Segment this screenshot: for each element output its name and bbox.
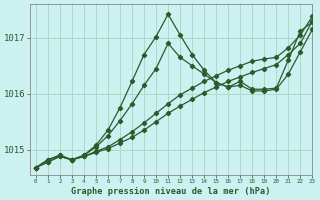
X-axis label: Graphe pression niveau de la mer (hPa): Graphe pression niveau de la mer (hPa) — [71, 187, 271, 196]
